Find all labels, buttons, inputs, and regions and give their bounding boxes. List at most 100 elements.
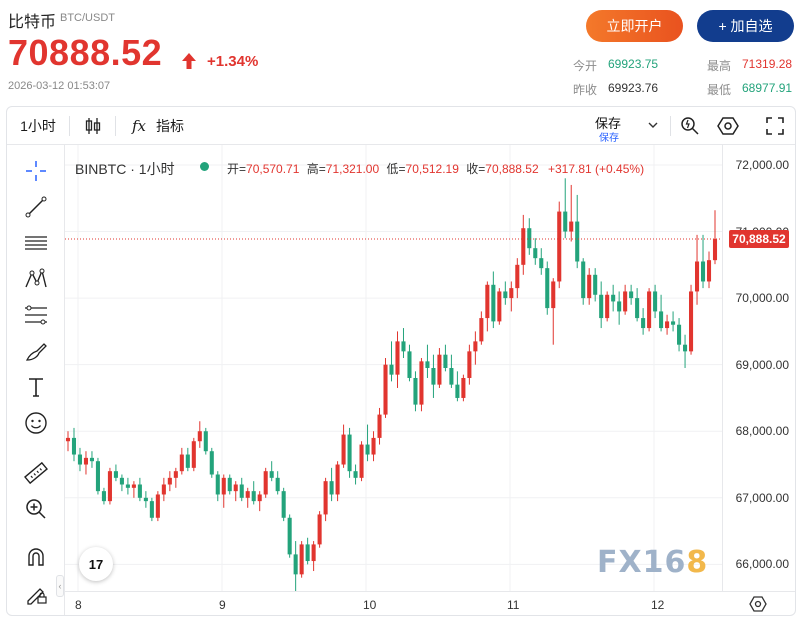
time-axis[interactable]: 8 9 10 11 12 — [65, 591, 795, 615]
candle — [527, 218, 532, 255]
candle — [593, 268, 598, 302]
candle — [245, 487, 250, 508]
open-account-button[interactable]: 立即开户 — [586, 10, 683, 42]
ruler-icon[interactable] — [22, 459, 50, 487]
candle — [125, 477, 130, 495]
candle — [700, 234, 706, 289]
candle — [317, 511, 322, 548]
interval-selector[interactable]: 1小时 — [20, 118, 56, 134]
candle — [371, 431, 376, 462]
indicators-button[interactable]: 指标 — [156, 118, 184, 134]
candle — [401, 328, 406, 359]
save-button[interactable]: 保存 — [595, 116, 622, 131]
candle — [71, 427, 77, 462]
candle — [515, 258, 520, 299]
candle — [509, 281, 514, 312]
candle — [143, 491, 148, 508]
candle — [173, 467, 178, 488]
candle — [119, 474, 124, 492]
text-tool-icon[interactable] — [22, 373, 50, 401]
candle — [599, 281, 604, 329]
horizontal-lines-icon[interactable] — [22, 229, 50, 257]
open-value: 69923.75 — [608, 57, 659, 71]
candle — [137, 477, 142, 502]
crosshair-icon[interactable] — [22, 157, 50, 185]
fx-indicator-icon[interactable]: fx — [131, 117, 146, 135]
candle — [629, 284, 634, 305]
price-axis[interactable]: 72,000.0071,000.0070,000.0069,000.0068,0… — [722, 145, 795, 591]
magnet-icon[interactable] — [22, 543, 50, 571]
candle — [155, 491, 160, 522]
candle — [575, 194, 580, 269]
candle — [611, 284, 616, 312]
candle — [293, 541, 298, 591]
candle — [95, 457, 100, 495]
candle — [269, 461, 274, 482]
candle — [467, 344, 472, 385]
quick-search-icon[interactable] — [679, 115, 701, 137]
candle — [77, 447, 83, 472]
candle — [191, 437, 196, 472]
market-status-dot — [200, 162, 209, 171]
candle — [251, 481, 256, 505]
candle — [179, 447, 184, 475]
emoji-icon[interactable] — [22, 409, 50, 437]
x-tick-label: 12 — [651, 598, 665, 612]
fullscreen-icon[interactable] — [764, 115, 786, 137]
x-tick-label: 10 — [363, 598, 377, 612]
chevron-down-icon[interactable] — [647, 119, 659, 131]
legend-change: +317.81 (+0.45%) — [548, 162, 645, 176]
candle — [131, 481, 136, 498]
candlestick-chart[interactable] — [7, 107, 796, 616]
legend-low: 70,512.19 — [405, 162, 459, 176]
axis-settings-icon[interactable] — [749, 595, 767, 613]
candle — [263, 467, 268, 498]
candle — [149, 497, 154, 522]
candle — [227, 474, 232, 495]
candle — [665, 314, 670, 335]
candle — [101, 487, 106, 505]
trend-line-icon[interactable] — [22, 193, 50, 221]
candle — [383, 358, 388, 418]
candle — [689, 284, 694, 355]
candle — [185, 447, 190, 472]
candle — [395, 331, 400, 388]
x-tick-label: 11 — [507, 598, 520, 612]
price-up-arrow-icon — [182, 53, 196, 69]
high-label: 最高 — [707, 59, 732, 73]
candle — [683, 334, 688, 368]
candle — [305, 537, 310, 565]
candle — [617, 291, 622, 325]
legend-open: 70,570.71 — [246, 162, 300, 176]
quote-timestamp: 2026-03-12 01:53:07 — [8, 80, 111, 92]
y-tick-label: 69,000.00 — [735, 357, 789, 372]
candle — [545, 261, 550, 315]
y-tick-label: 68,000.00 — [735, 424, 789, 439]
candle-style-icon[interactable] — [83, 116, 103, 136]
candle — [239, 477, 244, 502]
candle — [221, 474, 226, 508]
candle — [359, 441, 364, 482]
chart-symbol-label: BINBTC · 1小时 — [75, 161, 175, 177]
legend-high: 71,321.00 — [325, 162, 380, 176]
add-watchlist-button[interactable]: + 加自选 — [697, 10, 794, 42]
candle — [677, 318, 682, 352]
brush-icon[interactable] — [22, 337, 50, 365]
settings-gear-icon[interactable] — [717, 115, 739, 137]
candle — [389, 341, 394, 382]
prev-close-label: 昨收 — [573, 83, 598, 97]
zoom-in-icon[interactable] — [22, 495, 50, 523]
chart-widget: 1小时 fx 指标 保存 保存 — [6, 106, 796, 616]
lock-drawing-icon[interactable] — [22, 579, 50, 607]
candle — [461, 374, 466, 402]
pattern-icon[interactable] — [22, 265, 50, 293]
candle — [706, 251, 712, 289]
collapse-toolbar-handle[interactable]: ‹ — [56, 575, 64, 597]
fib-retracement-icon[interactable] — [22, 301, 50, 329]
candle — [347, 427, 352, 478]
candle — [551, 278, 556, 345]
tradingview-logo[interactable]: 17 — [79, 547, 113, 581]
last-price-tag: 70,888.52 — [729, 229, 789, 248]
price-change-percent: +1.34% — [207, 53, 259, 70]
candle — [233, 481, 238, 502]
